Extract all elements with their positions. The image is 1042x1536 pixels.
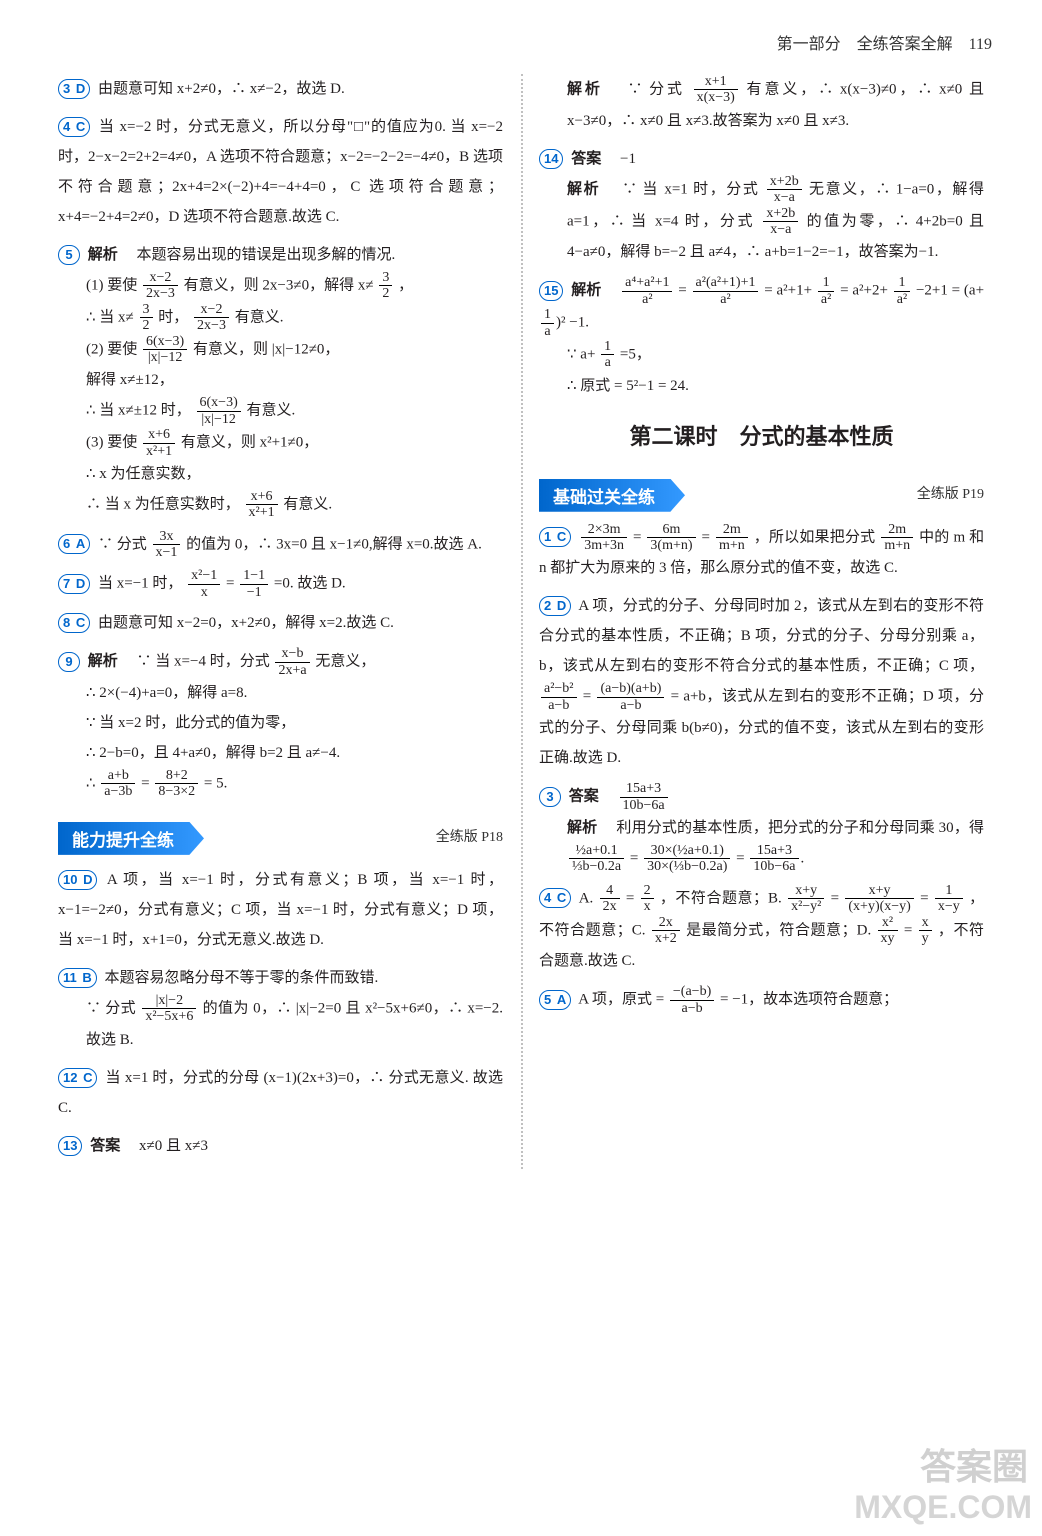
qnum-15: 15: [539, 281, 563, 301]
banner-basic: 全练版 P19 基础过关全练: [539, 465, 984, 522]
qnum-6: 6 A: [58, 534, 90, 554]
qnum-8: 8 C: [58, 613, 90, 633]
rquestion-4: 4 C A. 42x = 2x ，不符合题意；B. x+yx²−y² = x+y…: [539, 883, 984, 977]
right-column: 解析 ∵ 分式 x+1x(x−3) 有意义，∴ x(x−3)≠0，∴ x≠0 且…: [521, 74, 1002, 1169]
question-12: 12 C 当 x=1 时，分式的分母 (x−1)(2x+3)=0，∴ 分式无意义…: [58, 1063, 503, 1123]
part-label: 第一部分 全练答案全解: [777, 36, 953, 53]
question-5: 5 解析 本题容易出现的错误是出现多解的情况. (1) 要使 x−22x−3 有…: [58, 240, 503, 521]
question-7: 7 D 当 x=−1 时， x²−1x = 1−1−1 =0. 故选 D.: [58, 568, 503, 600]
rqnum-4: 4 C: [539, 888, 571, 908]
rquestion-5: 5 A A 项，原式 = −(a−b)a−b = −1，故本选项符合题意；: [539, 984, 984, 1016]
question-10: 10 D A 项，当 x=−1 时，分式有意义；B 项，当 x=−1 时，x−1…: [58, 865, 503, 955]
qnum-14: 14: [539, 149, 563, 169]
qnum-11: 11 B: [58, 968, 97, 988]
rqnum-5: 5 A: [539, 990, 571, 1010]
qnum-12: 12 C: [58, 1068, 97, 1088]
question-14: 14 答案 −1 解析 ∵ 当 x=1 时，分式 x+2bx−a 无意义，∴ 1…: [539, 144, 984, 268]
page-header: 第一部分 全练答案全解 119: [40, 30, 1002, 54]
question-9: 9 解析 ∵ 当 x=−4 时，分式 x−b2x+a 无意义， ∴ 2×(−4)…: [58, 646, 503, 800]
column-divider: [521, 74, 523, 1169]
question-6: 6 A ∵ 分式 3xx−1 的值为 0，∴ 3x=0 且 x−1≠0,解得 x…: [58, 529, 503, 561]
banner-basic-label: 基础过关全练: [539, 479, 685, 512]
banner-ability-label: 能力提升全练: [58, 822, 204, 855]
question-13: 13 答案 x≠0 且 x≠3: [58, 1131, 503, 1161]
qnum-4: 4 C: [58, 117, 90, 137]
rquestion-2: 2 D A 项，分式的分子、分母同时加 2，该式从左到右的变形不符合分式的基本性…: [539, 591, 984, 773]
qnum-9: 9: [58, 652, 80, 672]
qnum-5: 5: [58, 245, 80, 265]
left-column: 3 D 由题意可知 x+2≠0，∴ x≠−2，故选 D. 4 C 当 x=−2 …: [40, 74, 521, 1169]
section-title: 第二课时 分式的基本性质: [539, 419, 984, 451]
question-3: 3 D 由题意可知 x+2≠0，∴ x≠−2，故选 D.: [58, 74, 503, 104]
question-15: 15 解析 a⁴+a²+1a² = a²(a²+1)+1a² = a²+1+ 1…: [539, 275, 984, 400]
q4-text: 当 x=−2 时，分式无意义，所以分母"□"的值应为0. 当 x=−2 时，2−…: [58, 119, 503, 225]
watermark-url: MXQE.COM: [854, 1489, 1032, 1526]
qnum-3: 3 D: [58, 79, 90, 99]
page-number: 119: [969, 36, 992, 53]
question-4: 4 C 当 x=−2 时，分式无意义，所以分母"□"的值应为0. 当 x=−2 …: [58, 112, 503, 232]
rqnum-2: 2 D: [539, 596, 571, 616]
rquestion-1: 1 C 2×3m3m+3n = 6m3(m+n) = 2mm+n ，所以如果把分…: [539, 522, 984, 584]
banner-ability: 全练版 P18 能力提升全练: [58, 808, 503, 865]
page-ref-p18: 全练版 P18: [436, 826, 503, 846]
page-ref-p19: 全练版 P19: [917, 483, 984, 503]
q3-text: 由题意可知 x+2≠0，∴ x≠−2，故选 D.: [98, 81, 345, 97]
question-8: 8 C 由题意可知 x−2=0，x+2≠0，解得 x=2.故选 C.: [58, 608, 503, 638]
rqnum-3: 3: [539, 787, 561, 807]
qnum-13: 13: [58, 1136, 82, 1156]
qnum-7: 7 D: [58, 574, 90, 594]
qnum-10: 10 D: [58, 870, 97, 890]
rqnum-1: 1 C: [539, 527, 571, 547]
watermark-logo: 答案圈: [920, 1438, 1028, 1490]
question-11: 11 B 本题容易忽略分母不等于零的条件而致错. ∵ 分式 |x|−2x²−5x…: [58, 963, 503, 1055]
q13-explanation: 解析 ∵ 分式 x+1x(x−3) 有意义，∴ x(x−3)≠0，∴ x≠0 且…: [539, 74, 984, 136]
q5-label: 解析: [88, 247, 118, 263]
content-columns: 3 D 由题意可知 x+2≠0，∴ x≠−2，故选 D. 4 C 当 x=−2 …: [40, 74, 1002, 1169]
rquestion-3: 3 答案 15a+310b−6a 解析 利用分式的基本性质，把分式的分子和分母同…: [539, 781, 984, 875]
